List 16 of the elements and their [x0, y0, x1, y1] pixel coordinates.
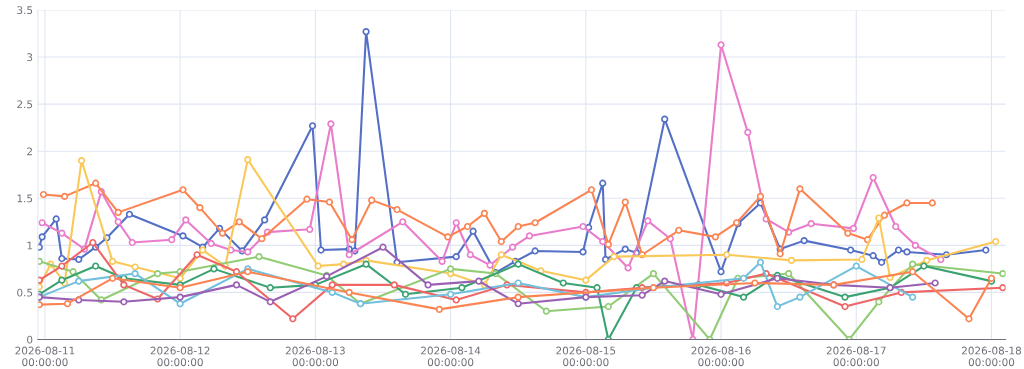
y-tick-label: 0.5 [17, 288, 33, 297]
x-tick-label: 2026-08-13 00:00:00 [285, 346, 345, 367]
y-tick-label: 3.5 [17, 6, 33, 15]
y-tick-label: 1.5 [17, 194, 33, 203]
y-tick-label: 2 [27, 147, 32, 156]
x-tick-label: 2026-08-17 00:00:00 [826, 346, 886, 367]
x-tick-label: 2026-08-15 00:00:00 [556, 346, 616, 367]
x-tick-label: 2026-08-16 00:00:00 [691, 346, 751, 367]
y-tick-label: 3 [27, 53, 33, 62]
y-tick-label: 1 [27, 241, 33, 250]
x-tick-label: 2026-08-11 00:00:00 [15, 346, 75, 367]
y-tick-label: 2.5 [17, 100, 33, 109]
x-tick-label: 2026-08-12 00:00:00 [150, 346, 210, 367]
x-tick-label: 2026-08-14 00:00:00 [421, 346, 481, 367]
y-tick-label: 0 [27, 335, 33, 344]
x-tick-label: 2026-08-18 00:00:00 [961, 346, 1022, 367]
